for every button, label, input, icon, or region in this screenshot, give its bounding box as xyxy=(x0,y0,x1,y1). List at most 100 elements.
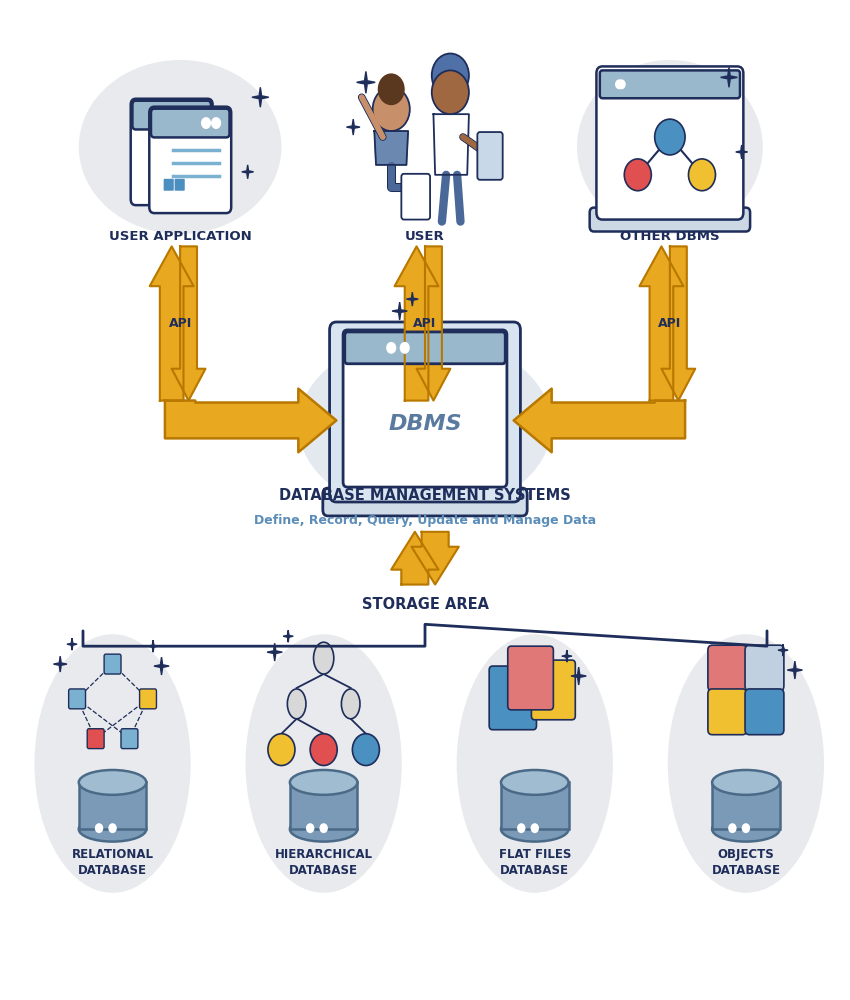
FancyBboxPatch shape xyxy=(745,689,784,735)
FancyBboxPatch shape xyxy=(290,782,358,829)
FancyBboxPatch shape xyxy=(501,782,569,829)
FancyBboxPatch shape xyxy=(708,689,747,735)
Text: DATABASE MANAGEMENT SYSTEMS: DATABASE MANAGEMENT SYSTEMS xyxy=(279,488,571,503)
Text: FLAT FILES
DATABASE: FLAT FILES DATABASE xyxy=(499,848,571,877)
Polygon shape xyxy=(416,246,450,401)
Ellipse shape xyxy=(712,817,779,842)
Polygon shape xyxy=(148,640,158,652)
Circle shape xyxy=(624,159,651,191)
Circle shape xyxy=(432,53,469,97)
Text: Define, Record, Query, Update and Manage Data: Define, Record, Query, Update and Manage… xyxy=(254,514,596,527)
Polygon shape xyxy=(406,292,418,306)
FancyBboxPatch shape xyxy=(490,666,536,730)
Circle shape xyxy=(108,823,116,833)
FancyBboxPatch shape xyxy=(401,174,430,220)
Circle shape xyxy=(654,119,685,155)
FancyBboxPatch shape xyxy=(330,322,520,502)
FancyBboxPatch shape xyxy=(745,645,784,691)
Circle shape xyxy=(320,823,328,833)
Ellipse shape xyxy=(577,60,762,234)
Circle shape xyxy=(517,823,525,833)
Ellipse shape xyxy=(314,642,334,674)
Circle shape xyxy=(372,87,410,131)
FancyBboxPatch shape xyxy=(590,208,750,232)
Circle shape xyxy=(386,342,396,354)
Polygon shape xyxy=(661,246,695,401)
FancyBboxPatch shape xyxy=(151,109,230,137)
FancyBboxPatch shape xyxy=(708,645,747,691)
FancyBboxPatch shape xyxy=(323,488,527,516)
Polygon shape xyxy=(778,644,788,656)
Polygon shape xyxy=(721,67,738,87)
Text: OBJECTS
DATABASE: OBJECTS DATABASE xyxy=(711,848,780,877)
FancyBboxPatch shape xyxy=(121,729,138,749)
Ellipse shape xyxy=(79,817,146,842)
Polygon shape xyxy=(562,650,572,662)
FancyBboxPatch shape xyxy=(79,782,146,829)
Ellipse shape xyxy=(290,817,358,842)
Circle shape xyxy=(201,117,211,129)
Polygon shape xyxy=(392,302,407,320)
FancyBboxPatch shape xyxy=(343,330,507,487)
Polygon shape xyxy=(154,657,169,675)
Polygon shape xyxy=(391,532,439,585)
Text: USER APPLICATION: USER APPLICATION xyxy=(109,230,252,243)
FancyBboxPatch shape xyxy=(104,654,121,674)
FancyBboxPatch shape xyxy=(712,782,779,829)
Circle shape xyxy=(377,73,405,105)
Text: OTHER DBMS: OTHER DBMS xyxy=(620,230,720,243)
FancyBboxPatch shape xyxy=(139,689,156,709)
Ellipse shape xyxy=(246,634,402,893)
Ellipse shape xyxy=(501,770,569,795)
FancyBboxPatch shape xyxy=(133,101,211,129)
FancyBboxPatch shape xyxy=(507,646,553,710)
Circle shape xyxy=(617,79,626,89)
Text: RELATIONAL
DATABASE: RELATIONAL DATABASE xyxy=(71,848,154,877)
Circle shape xyxy=(95,823,103,833)
Circle shape xyxy=(432,70,469,114)
Ellipse shape xyxy=(79,770,146,795)
Polygon shape xyxy=(54,656,67,672)
Text: API: API xyxy=(413,317,437,330)
Polygon shape xyxy=(347,119,360,135)
Circle shape xyxy=(742,823,750,833)
Polygon shape xyxy=(434,114,469,175)
Polygon shape xyxy=(394,246,439,401)
FancyBboxPatch shape xyxy=(131,99,212,205)
Ellipse shape xyxy=(712,770,779,795)
Text: API: API xyxy=(168,317,192,330)
FancyBboxPatch shape xyxy=(597,66,744,220)
Polygon shape xyxy=(736,145,748,159)
Circle shape xyxy=(530,823,539,833)
FancyBboxPatch shape xyxy=(69,689,86,709)
Polygon shape xyxy=(241,165,253,179)
Polygon shape xyxy=(571,667,586,685)
Polygon shape xyxy=(411,532,459,585)
Circle shape xyxy=(353,734,379,766)
Text: API: API xyxy=(658,317,682,330)
Polygon shape xyxy=(165,389,337,452)
FancyBboxPatch shape xyxy=(345,332,505,364)
Polygon shape xyxy=(374,131,408,165)
Polygon shape xyxy=(267,643,282,661)
FancyBboxPatch shape xyxy=(164,179,173,191)
Polygon shape xyxy=(787,661,802,679)
Polygon shape xyxy=(172,246,206,401)
Ellipse shape xyxy=(287,689,306,719)
Ellipse shape xyxy=(456,634,613,893)
FancyBboxPatch shape xyxy=(150,107,231,213)
Circle shape xyxy=(183,109,192,121)
FancyBboxPatch shape xyxy=(174,179,184,191)
FancyBboxPatch shape xyxy=(88,729,104,749)
Polygon shape xyxy=(150,246,194,401)
Circle shape xyxy=(192,109,202,121)
Circle shape xyxy=(306,823,314,833)
FancyBboxPatch shape xyxy=(531,660,575,720)
Polygon shape xyxy=(252,87,269,107)
Circle shape xyxy=(211,117,221,129)
Circle shape xyxy=(615,79,623,89)
Polygon shape xyxy=(67,638,77,650)
Ellipse shape xyxy=(501,817,569,842)
Circle shape xyxy=(268,734,295,766)
Ellipse shape xyxy=(79,60,281,234)
